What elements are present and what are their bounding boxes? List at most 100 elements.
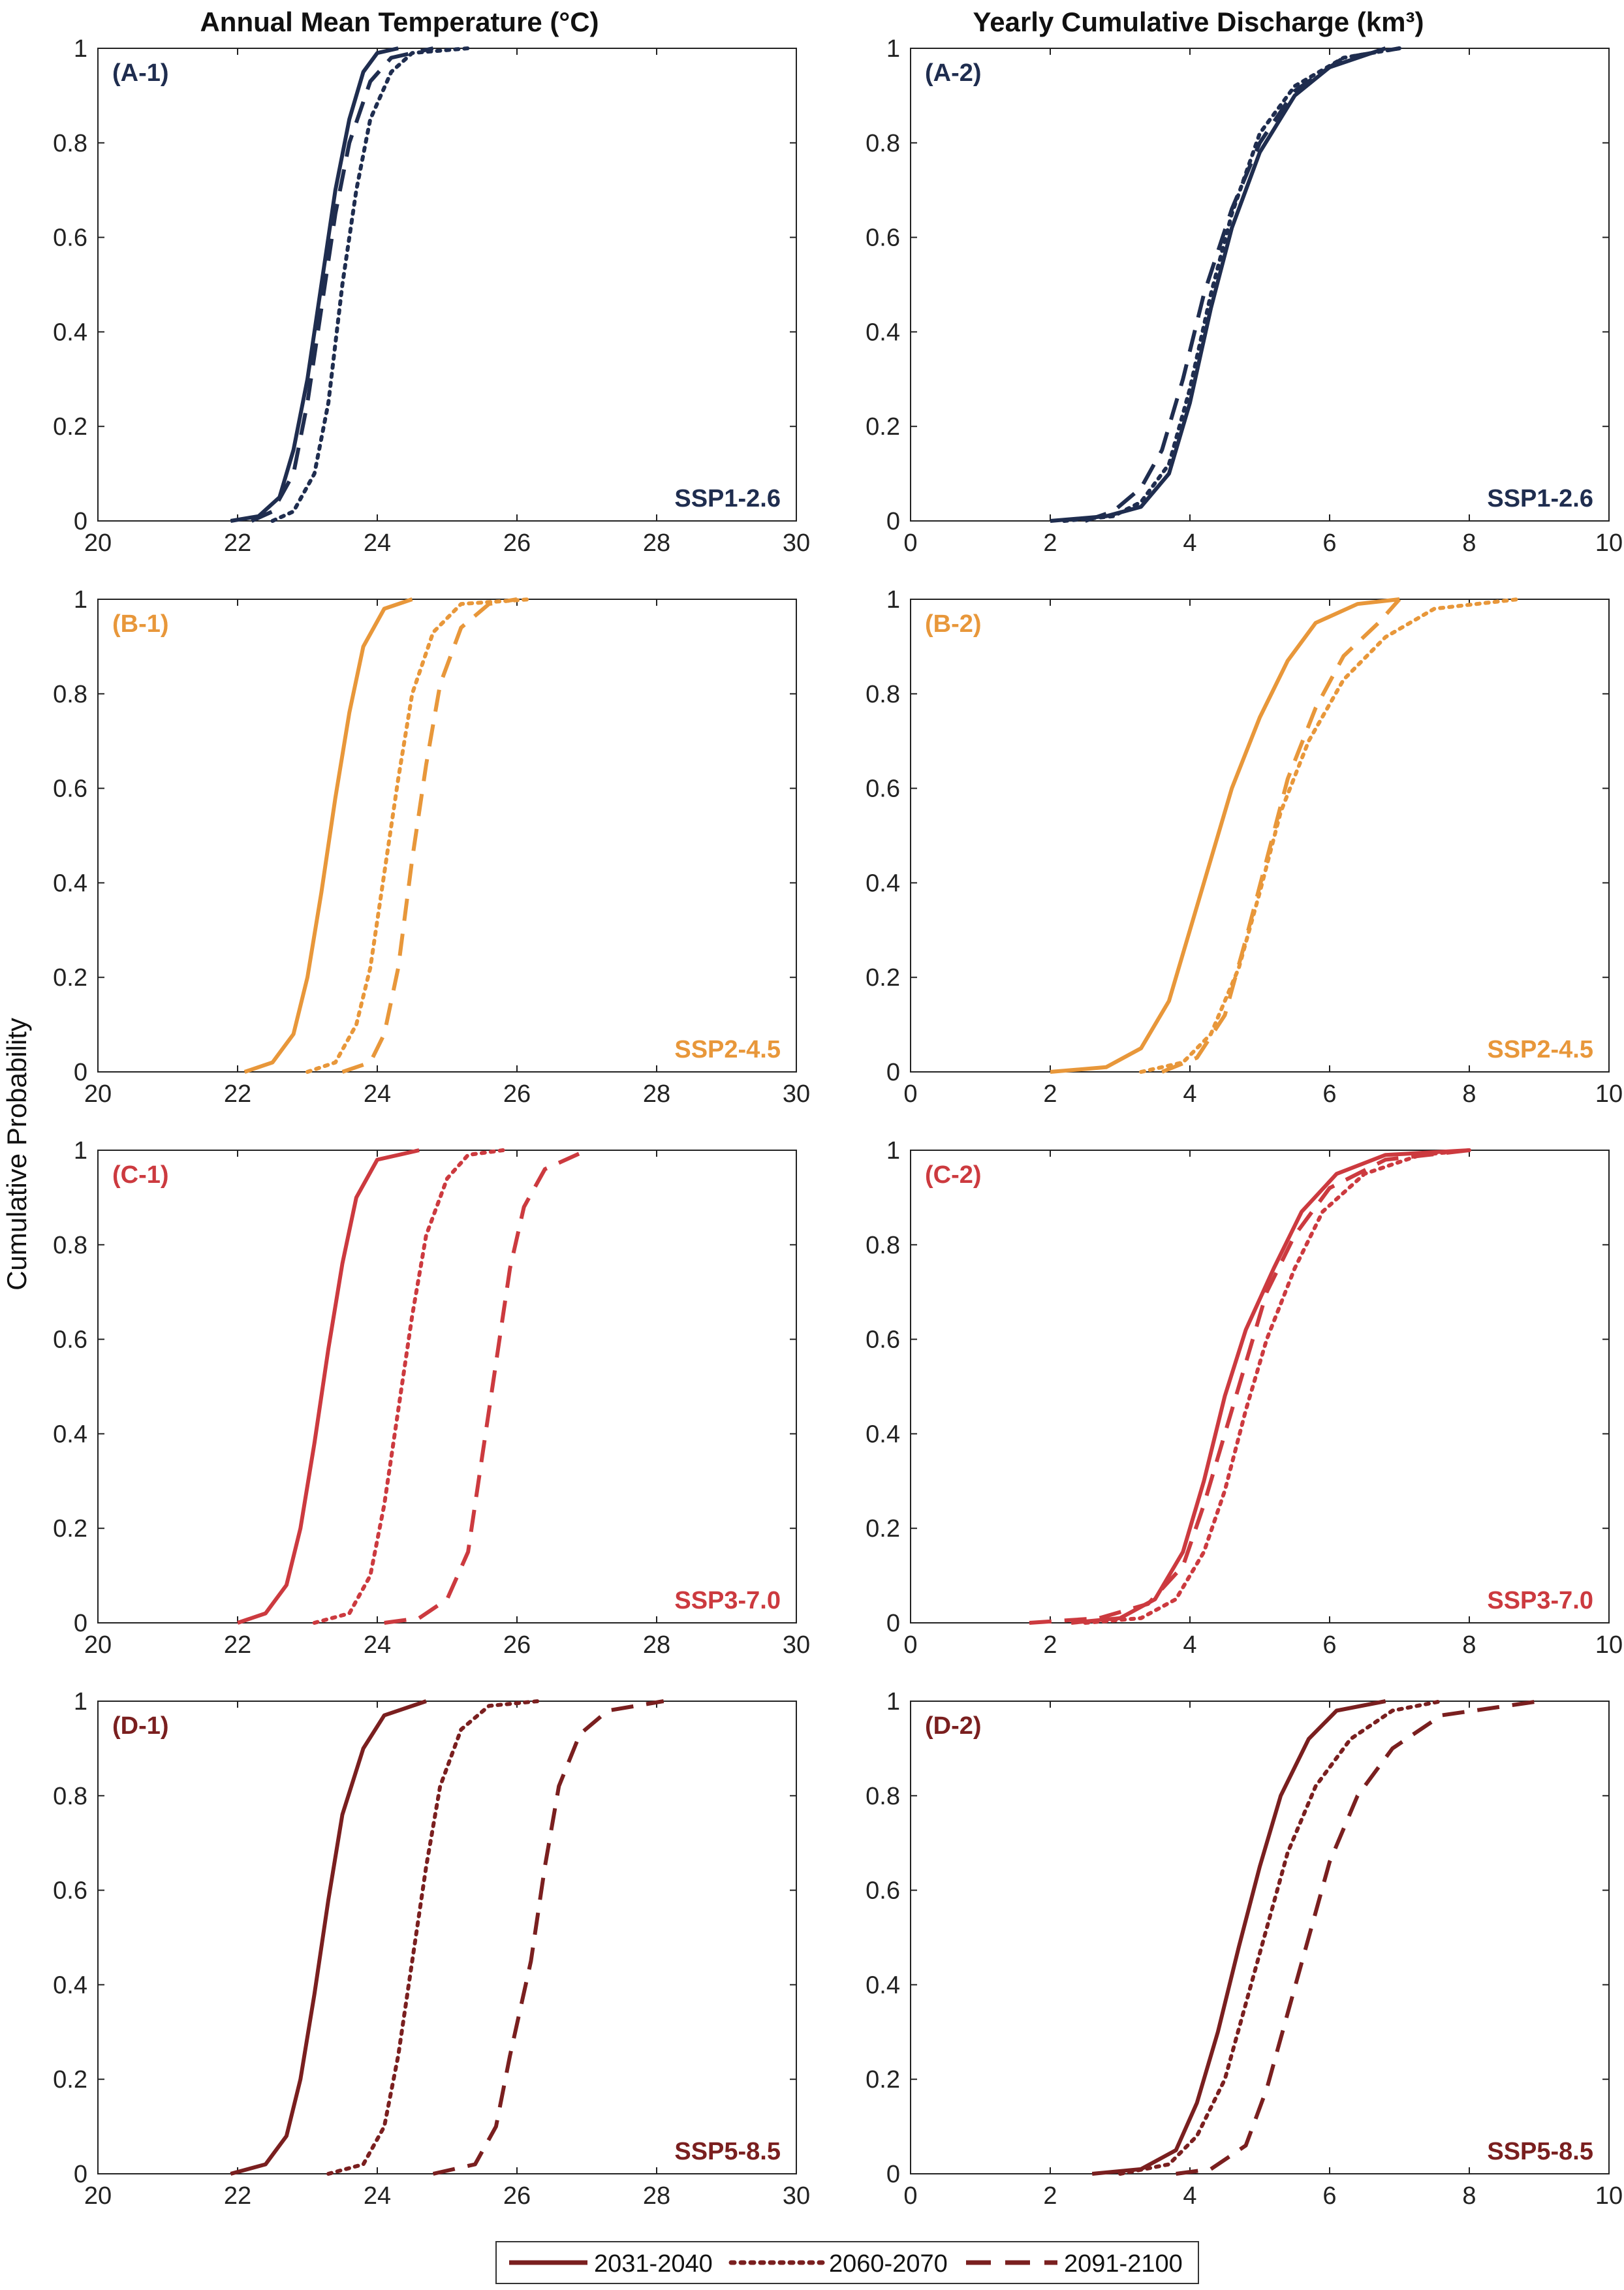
series-line-2031-2040-d-2 <box>1091 1699 1386 2176</box>
y-tick-label: 0.6 <box>53 1326 87 1354</box>
x-tick-label: 30 <box>783 1631 810 1659</box>
legend: 2031-2040 2060-2070 2091-2100 <box>495 2241 1199 2284</box>
y-tick-label: 0.8 <box>866 130 900 157</box>
column-title-temperature: Annual Mean Temperature (°C) <box>200 7 599 37</box>
x-tick-label: 6 <box>1322 529 1336 557</box>
panel-label: (D-2) <box>925 1712 982 1740</box>
x-tick-label: 4 <box>1183 529 1196 557</box>
series-line-2060-2070-d-2 <box>1118 1699 1444 2176</box>
plot-frame <box>97 1150 797 1623</box>
plot-frame <box>97 599 797 1073</box>
plot-frame <box>97 1701 797 2174</box>
x-tick-label: 30 <box>783 1080 810 1108</box>
panel-c-2: 0 2 4 6 8 10 0 0.2 0.4 0.6 0.8 1 (C-2) SSP3-7.0 <box>866 1137 1623 1659</box>
panel-label: (A-2) <box>925 59 982 87</box>
x-tick-label: 4 <box>1183 1631 1196 1659</box>
x-tick-label: 10 <box>1595 1080 1623 1108</box>
series-line-2091-2100-d-2 <box>1176 1699 1540 2176</box>
x-tick-label: 20 <box>84 2182 112 2210</box>
x-tick-label: 6 <box>1322 1631 1336 1659</box>
series-line-2091-2100-a-1 <box>251 46 434 523</box>
legend-box <box>495 2241 1199 2284</box>
y-tick-label: 0.8 <box>53 681 87 708</box>
panel-c-1: 20 22 24 26 28 30 0 0.2 0.4 0.6 0.8 1 (C-1) SSP3-7.0 <box>53 1137 810 1659</box>
y-tick-label: 0.2 <box>53 2066 87 2094</box>
panel-d-1: 20 22 24 26 28 30 0 0.2 0.4 0.6 0.8 1 (D-1) SSP5-8.5 <box>53 1688 810 2210</box>
x-tick-label: 20 <box>84 1631 112 1659</box>
y-tick-label: 0.4 <box>866 1420 900 1448</box>
x-tick-label: 28 <box>643 1080 670 1108</box>
scenario-label: SSP2-4.5 <box>1487 1036 1593 1063</box>
y-tick-label: 0 <box>886 1610 900 1637</box>
y-tick-label: 0.6 <box>53 1877 87 1905</box>
y-tick-label: 0 <box>74 1610 87 1637</box>
x-tick-label: 30 <box>783 529 810 557</box>
y-tick-label: 0 <box>74 2161 87 2188</box>
x-tick-label: 26 <box>503 529 531 557</box>
x-tick-label: 26 <box>503 2182 531 2210</box>
y-tick-label: 0.8 <box>866 681 900 708</box>
x-tick-label: 28 <box>643 529 670 557</box>
x-tick-label: 24 <box>364 1080 391 1108</box>
y-tick-label: 1 <box>74 35 87 63</box>
x-tick-label: 24 <box>364 529 391 557</box>
panels-group: 20 22 24 26 28 3000.20.40.60.81(A-1)SSP1-2.60… <box>53 35 1623 2210</box>
panel-b-1: 20 22 24 26 28 30 0 0.2 0.4 0.6 0.8 1 (B-1) SSP2-4.5 <box>53 586 810 1108</box>
y-tick-label: 0.8 <box>866 1783 900 1810</box>
x-tick-label: 8 <box>1462 1080 1476 1108</box>
series-line-2031-2040-d-1 <box>230 1699 427 2176</box>
y-tick-label: 0.2 <box>53 413 87 441</box>
y-tick-label: 1 <box>886 35 900 63</box>
y-tick-label: 0.6 <box>866 776 900 803</box>
x-tick-label: 22 <box>224 1631 251 1659</box>
series-line-2031-2040-c-1 <box>237 1148 420 1625</box>
y-tick-label: 0 <box>74 1059 87 1086</box>
x-tick-label: 8 <box>1462 1631 1476 1659</box>
y-tick-label: 0.8 <box>53 130 87 157</box>
x-tick-label: 10 <box>1595 529 1623 557</box>
series-line-2091-2100-c-1 <box>384 1148 588 1625</box>
panel-label: (C-2) <box>925 1161 982 1189</box>
x-tick-label: 2 <box>1043 2182 1057 2210</box>
y-tick-label: 1 <box>886 1137 900 1165</box>
y-tick-label: 0.2 <box>866 964 900 992</box>
series-line-2091-2100-c-2 <box>1029 1148 1470 1625</box>
x-tick-label: 0 <box>903 2182 917 2210</box>
y-tick-label: 0.6 <box>53 225 87 252</box>
plot-frame <box>910 1150 1610 1623</box>
series-line-2031-2040-a-1 <box>230 46 399 523</box>
scenario-label: SSP3-7.0 <box>1487 1587 1593 1614</box>
scenario-label: SSP1-2.6 <box>674 485 781 512</box>
panel-label: (C-1) <box>112 1161 169 1189</box>
y-tick-label: 0.8 <box>53 1783 87 1810</box>
panel-label: (B-2) <box>925 610 982 638</box>
series-line-2060-2070-b-2 <box>1139 597 1520 1074</box>
scenario-label: SSP5-8.5 <box>1487 2138 1593 2165</box>
scenario-label: SSP3-7.0 <box>674 1587 781 1614</box>
x-tick-label: 0 <box>903 1631 917 1659</box>
scenario-label: SSP2-4.5 <box>674 1036 781 1063</box>
y-tick-label: 0.6 <box>866 225 900 252</box>
plot-frame <box>97 48 797 522</box>
y-axis-label: Cumulative Probability <box>1 1018 32 1291</box>
y-tick-label: 0.4 <box>53 870 87 897</box>
plot-frame <box>910 1701 1610 2174</box>
y-tick-label: 0.2 <box>53 964 87 992</box>
x-tick-label: 8 <box>1462 2182 1476 2210</box>
x-tick-label: 4 <box>1183 2182 1196 2210</box>
y-tick-label: 1 <box>886 586 900 614</box>
legend-label-2031-2040: 2031-2040 <box>594 2250 713 2278</box>
panel-label: (A-1) <box>112 59 169 87</box>
x-tick-label: 10 <box>1595 1631 1623 1659</box>
x-tick-label: 10 <box>1595 2182 1623 2210</box>
series-line-2091-2100-a-2 <box>1084 46 1400 523</box>
y-tick-label: 0.6 <box>53 776 87 803</box>
y-tick-label: 0.2 <box>866 2066 900 2094</box>
scenario-label: SSP1-2.6 <box>1487 485 1593 512</box>
series-line-2060-2070-c-1 <box>312 1148 505 1625</box>
x-tick-label: 6 <box>1322 1080 1336 1108</box>
series-line-2060-2070-a-2 <box>1062 46 1401 523</box>
series-line-2060-2070-a-1 <box>270 46 471 523</box>
